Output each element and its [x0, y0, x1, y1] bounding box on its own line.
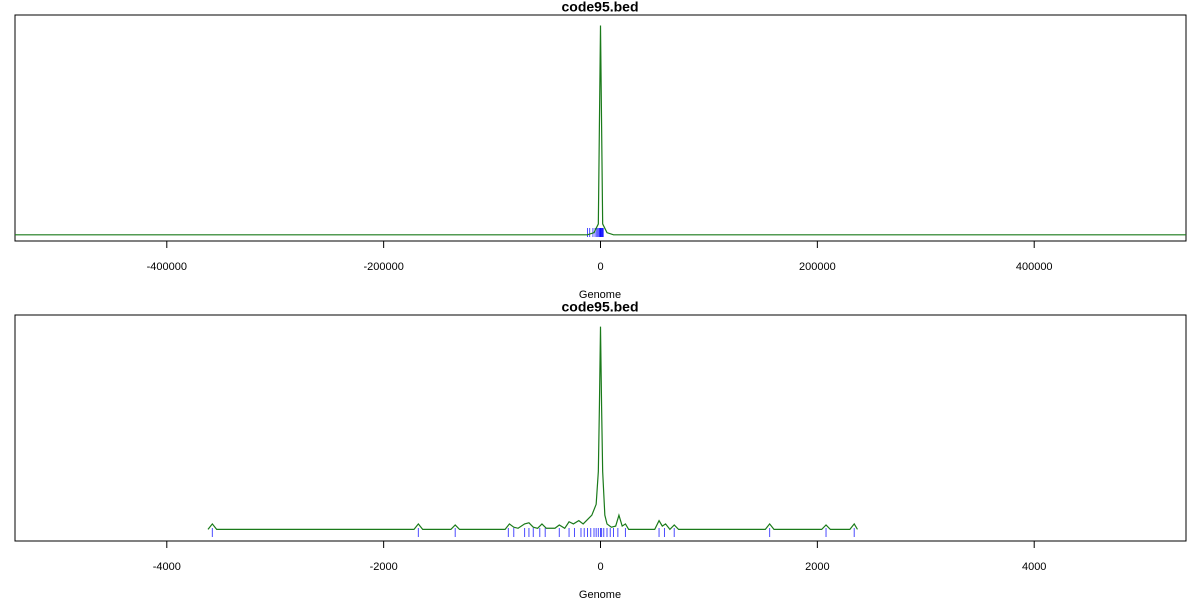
x-tick-label: -2000	[370, 561, 398, 573]
chart-title: code95.bed	[561, 0, 638, 15]
x-tick-label: 200000	[799, 261, 836, 273]
x-tick-label: -4000	[153, 561, 181, 573]
chart-title: code95.bed	[561, 299, 638, 315]
density-line	[207, 326, 858, 531]
x-tick-label: 0	[597, 561, 603, 573]
x-axis-label: Genome	[579, 589, 621, 600]
x-tick-label: 400000	[1016, 261, 1053, 273]
x-tick-label: -200000	[363, 261, 403, 273]
x-axis-label: Genome	[579, 289, 621, 301]
density-line	[15, 25, 1186, 236]
x-tick-label: 0	[597, 261, 603, 273]
x-tick-label: 2000	[805, 561, 829, 573]
x-tick-label: 4000	[1022, 561, 1046, 573]
x-tick-label: -400000	[147, 261, 187, 273]
